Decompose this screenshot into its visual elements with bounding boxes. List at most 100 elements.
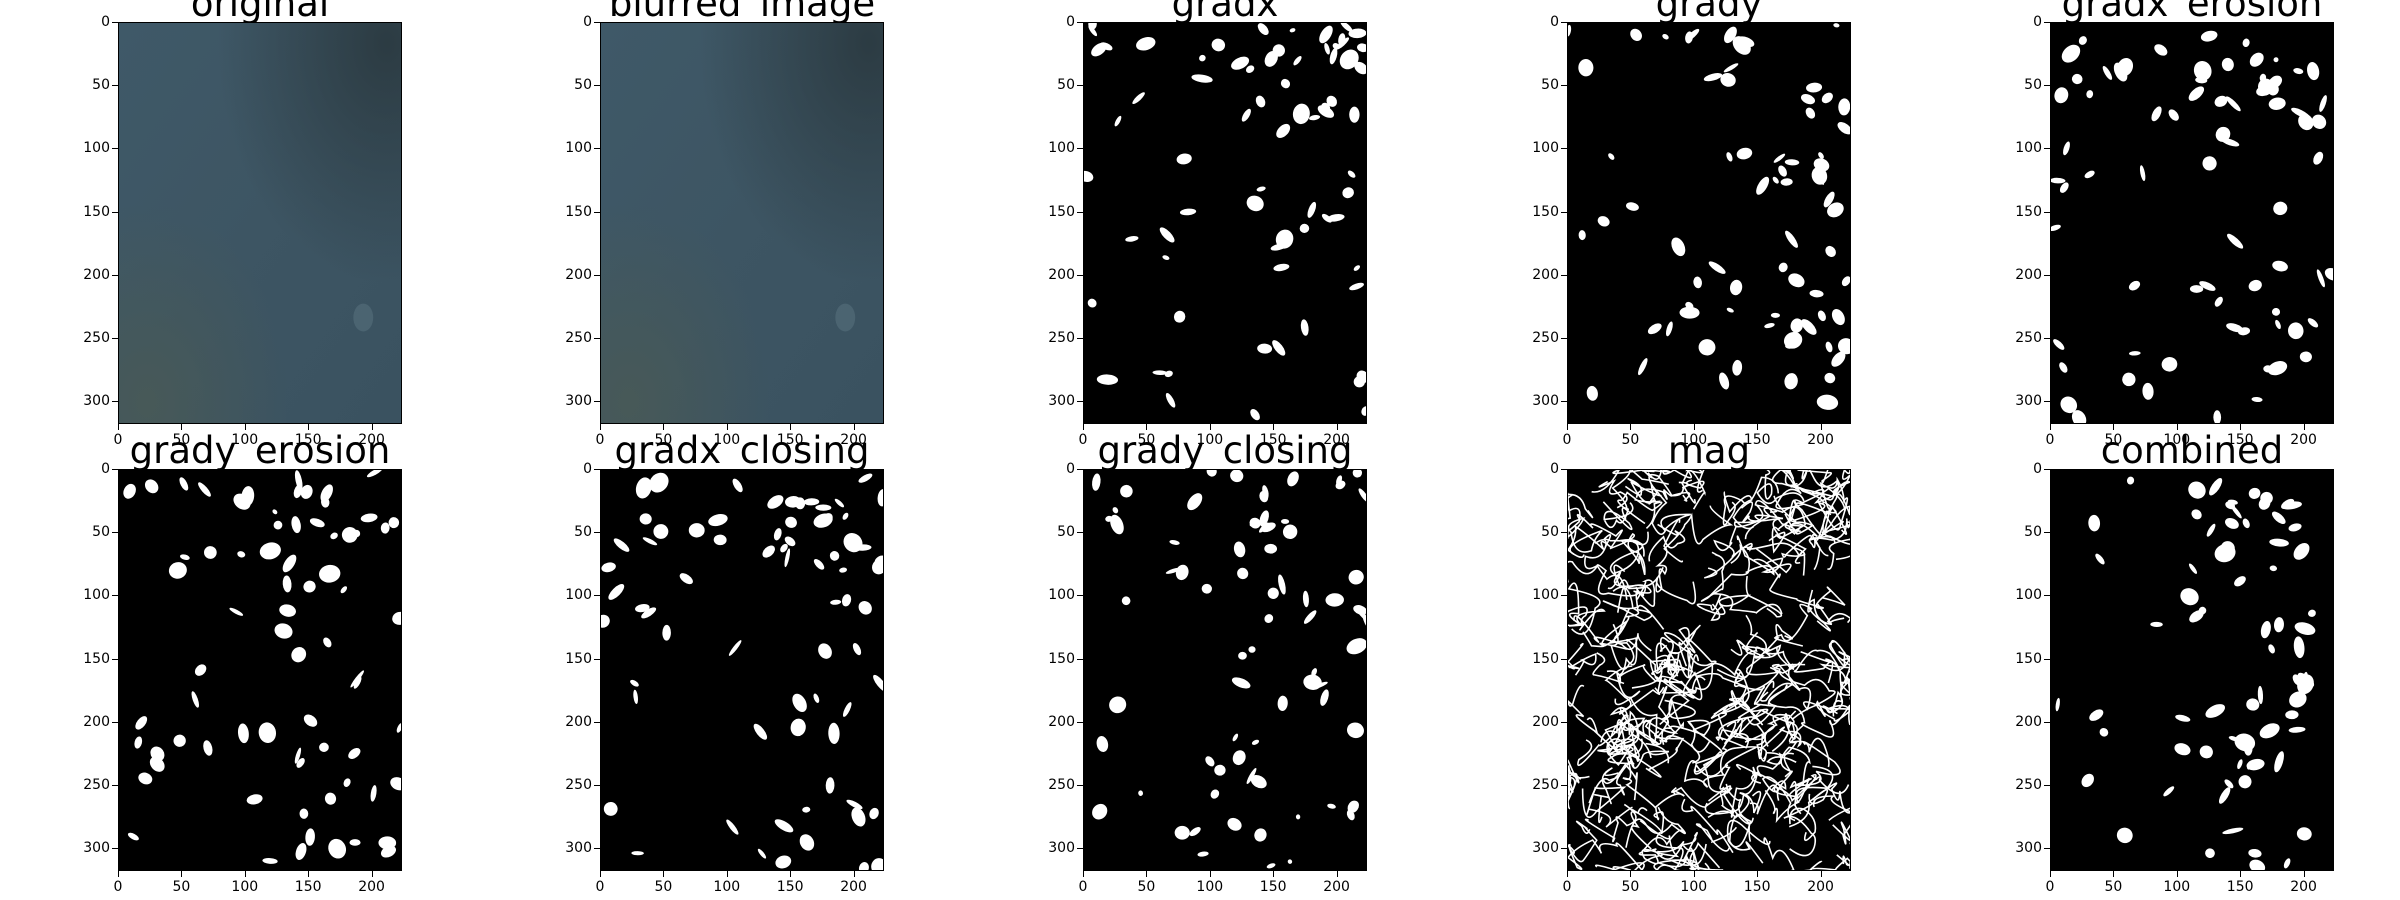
y-tick-label: 250 <box>1532 330 1559 347</box>
x-tick-mark <box>1083 871 1084 877</box>
panel-title: gradx_erosion <box>2061 0 2323 25</box>
x-tick-mark <box>181 871 183 877</box>
panel-image <box>118 22 402 424</box>
x-tick-mark <box>371 871 373 877</box>
x-tick-label: 0 <box>1562 432 1572 448</box>
x-tick-label: 100 <box>1680 879 1708 895</box>
y-tick-label: 50 <box>1057 524 1075 541</box>
x-tick-label: 150 <box>776 432 804 448</box>
y-tick-mark <box>1077 785 1083 787</box>
y-tick-label: 0 <box>583 461 592 477</box>
x-tick-mark <box>2240 871 2242 877</box>
y-tick-label: 300 <box>83 393 110 410</box>
x-tick-label: 150 <box>1259 879 1287 895</box>
x-tick-mark <box>2303 871 2305 877</box>
x-tick-label: 50 <box>1137 432 1156 448</box>
x-tick-label: 200 <box>840 879 867 895</box>
y-tick-label: 0 <box>1550 461 1559 477</box>
x-tick-label: 200 <box>840 432 867 448</box>
panel-title: mag <box>1667 429 1751 472</box>
y-tick-mark <box>1077 721 1083 723</box>
panel-title: grady_erosion <box>129 429 391 472</box>
x-tick-mark <box>1757 424 1759 430</box>
y-tick-mark <box>2044 22 2050 23</box>
panel-title: grady_closing <box>1097 429 1353 472</box>
y-tick-label: 50 <box>92 524 110 541</box>
x-tick-label: 100 <box>1196 879 1224 895</box>
panel-image <box>600 22 884 424</box>
x-tick-label: 200 <box>2290 432 2317 448</box>
y-tick-label: 100 <box>1532 587 1559 604</box>
y-tick-mark <box>112 785 118 787</box>
y-tick-mark <box>1561 532 1567 534</box>
y-tick-mark <box>112 595 118 597</box>
y-tick-label: 200 <box>2015 266 2042 283</box>
panel-gradx-closing: gradx_closing 0 50 100 150 200 250 300 0 50 100 150… <box>565 431 884 895</box>
x-tick-mark <box>244 424 246 430</box>
x-tick-label: 200 <box>1807 879 1834 895</box>
x-tick-label: 100 <box>1680 432 1708 448</box>
y-tick-label: 300 <box>565 840 592 857</box>
x-tick-label: 50 <box>1621 432 1640 448</box>
x-tick-label: 50 <box>172 432 191 448</box>
y-tick-label: 150 <box>2015 203 2042 220</box>
x-tick-label: 200 <box>1807 432 1834 448</box>
y-tick-mark <box>2044 721 2050 723</box>
x-tick-mark <box>2240 424 2242 430</box>
y-tick-mark <box>1561 595 1567 597</box>
x-tick-mark <box>726 424 728 430</box>
x-tick-mark <box>1630 871 1632 877</box>
y-tick-label: 300 <box>1048 840 1075 857</box>
y-tick-mark <box>2044 595 2050 597</box>
x-tick-mark <box>2113 424 2115 430</box>
x-tick-label: 50 <box>654 432 673 448</box>
x-tick-label: 50 <box>2104 879 2123 895</box>
y-tick-mark <box>594 274 600 276</box>
panel-grady-closing: grady_closing 0 50 100 150 200 250 300 0 50 100 150… <box>1048 431 1367 895</box>
y-tick-label: 0 <box>101 461 110 477</box>
y-tick-mark <box>1077 338 1083 340</box>
y-tick-mark <box>1561 848 1567 850</box>
y-tick-label: 0 <box>1066 461 1075 477</box>
panel-blurred-image: blurred_image 0 50 100 150 200 250 300 0 50 100 150… <box>565 0 884 448</box>
y-tick-label: 250 <box>83 330 110 347</box>
panel-combined: combined 0 50 100 150 200 250 300 0 50 100 150 200 <box>2015 431 2334 895</box>
y-tick-mark <box>2044 338 2050 340</box>
y-tick-label: 150 <box>1048 650 1075 667</box>
x-tick-label: 0 <box>595 879 605 895</box>
y-tick-label: 0 <box>101 14 110 30</box>
x-tick-mark <box>1693 424 1695 430</box>
y-tick-label: 50 <box>1541 524 1559 541</box>
y-tick-label: 150 <box>1048 203 1075 220</box>
y-tick-label: 50 <box>574 77 592 94</box>
x-tick-label: 0 <box>1078 879 1088 895</box>
y-tick-label: 300 <box>1048 393 1075 410</box>
y-tick-mark <box>1077 22 1083 23</box>
x-tick-label: 100 <box>713 432 741 448</box>
y-tick-mark <box>1077 274 1083 276</box>
x-tick-mark <box>726 871 728 877</box>
x-tick-label: 150 <box>2226 879 2254 895</box>
y-tick-mark <box>112 85 118 87</box>
x-tick-mark <box>1693 871 1695 877</box>
x-tick-label: 0 <box>2045 432 2055 448</box>
y-tick-label: 250 <box>2015 330 2042 347</box>
y-tick-mark <box>594 22 600 23</box>
x-tick-mark <box>1146 871 1148 877</box>
x-tick-mark <box>663 424 665 430</box>
y-tick-label: 100 <box>565 140 592 157</box>
y-tick-label: 100 <box>2015 140 2042 157</box>
y-tick-mark <box>112 338 118 340</box>
y-tick-label: 200 <box>1048 713 1075 730</box>
y-tick-mark <box>1561 658 1567 660</box>
y-tick-label: 250 <box>1048 330 1075 347</box>
y-tick-label: 50 <box>1541 77 1559 94</box>
y-tick-mark <box>2044 785 2050 787</box>
x-tick-mark <box>371 424 373 430</box>
panel-title: grady <box>1655 0 1763 25</box>
y-tick-label: 50 <box>574 524 592 541</box>
x-tick-label: 0 <box>113 879 123 895</box>
y-tick-mark <box>1077 85 1083 87</box>
panel-title: blurred_image <box>608 0 876 25</box>
